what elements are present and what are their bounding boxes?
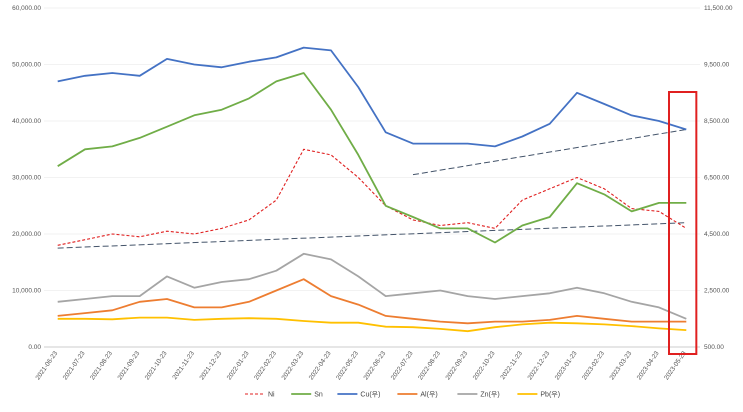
trend-line xyxy=(57,222,687,249)
series-line-zn xyxy=(57,252,687,320)
x-tick-label: 2023-04-23 xyxy=(636,350,661,382)
x-tick-label: 2022-02-23 xyxy=(253,350,278,382)
right-tick-label: 8,500.00 xyxy=(704,118,730,125)
series-lines xyxy=(57,46,687,333)
left-tick-label: 60,000.00 xyxy=(12,5,41,12)
x-axis-ticks: 2021-06-23 2021-07-23 2021-08-23 2021-09-23… xyxy=(34,350,688,382)
right-tick-label: 2,500.00 xyxy=(704,288,730,295)
series-line-pb xyxy=(57,316,687,333)
x-tick-label: 2022-05-23 xyxy=(335,350,360,382)
highlight-box xyxy=(668,91,698,355)
legend-label: Pb(우) xyxy=(540,391,560,399)
x-tick-label: 2021-06-23 xyxy=(34,350,59,382)
right-tick-label: 6,500.00 xyxy=(704,175,730,182)
legend-label: Sn xyxy=(314,392,323,399)
gridlines xyxy=(44,7,700,348)
x-tick-label: 2022-11-23 xyxy=(499,350,524,381)
x-tick-label: 2023-02-23 xyxy=(581,350,606,382)
x-tick-label: 2023-03-23 xyxy=(608,350,633,382)
right-tick-label: 4,500.00 xyxy=(704,231,730,238)
x-tick-label: 2022-07-23 xyxy=(390,350,415,382)
series-line-sn xyxy=(57,72,687,244)
x-tick-label: 2021-10-23 xyxy=(144,350,169,382)
trend-line xyxy=(412,128,687,176)
right-tick-label: 9,500.00 xyxy=(704,62,730,69)
x-tick-label: 2021-09-23 xyxy=(116,350,141,382)
right-axis-ticks: 500.00 2,500.00 4,500.00 6,500.00 8,500.00 9,… xyxy=(704,5,733,351)
right-tick-label: 500.00 xyxy=(704,344,724,351)
series-line-al xyxy=(57,278,687,325)
right-tick-label: 11,500.00 xyxy=(704,5,733,12)
x-tick-label: 2022-06-23 xyxy=(362,350,387,382)
left-axis-ticks: 0.00 10,000.00 20,000.00 30,000.00 40,000.00… xyxy=(12,5,41,351)
legend-label: Zn(우) xyxy=(480,391,499,399)
series-line-ni xyxy=(57,148,687,246)
x-tick-label: 2022-08-23 xyxy=(417,350,442,382)
x-tick-label: 2021-08-23 xyxy=(89,350,114,382)
left-tick-label: 40,000.00 xyxy=(12,118,41,125)
left-tick-label: 30,000.00 xyxy=(12,175,41,182)
x-tick-label: 2022-04-23 xyxy=(308,350,333,382)
x-tick-label: 2022-12-23 xyxy=(526,350,551,382)
x-tick-label: 2022-03-23 xyxy=(280,350,305,382)
legend-label: Al(우) xyxy=(420,391,437,399)
trend-lines xyxy=(57,128,687,249)
left-tick-label: 0.00 xyxy=(28,344,41,351)
x-tick-label: 2022-01-23 xyxy=(226,350,251,382)
x-tick-label: 2022-10-23 xyxy=(472,350,497,382)
x-tick-label: 2021-11-23 xyxy=(171,350,196,381)
series-line-cu xyxy=(57,46,687,148)
x-tick-label: 2022-09-23 xyxy=(444,350,469,382)
left-tick-label: 20,000.00 xyxy=(12,231,41,238)
left-tick-label: 50,000.00 xyxy=(12,62,41,69)
x-tick-label: 2021-12-23 xyxy=(198,350,223,382)
legend-label: Ni xyxy=(268,392,275,399)
legend-label: Cu(우) xyxy=(360,391,380,399)
x-tick-label: 2021-07-23 xyxy=(62,350,87,382)
left-tick-label: 10,000.00 xyxy=(12,288,41,295)
x-tick-label: 2023-01-23 xyxy=(554,350,579,382)
legend: Ni Sn Cu(우) Al(우) Zn(우) Pb(우) xyxy=(245,391,560,399)
